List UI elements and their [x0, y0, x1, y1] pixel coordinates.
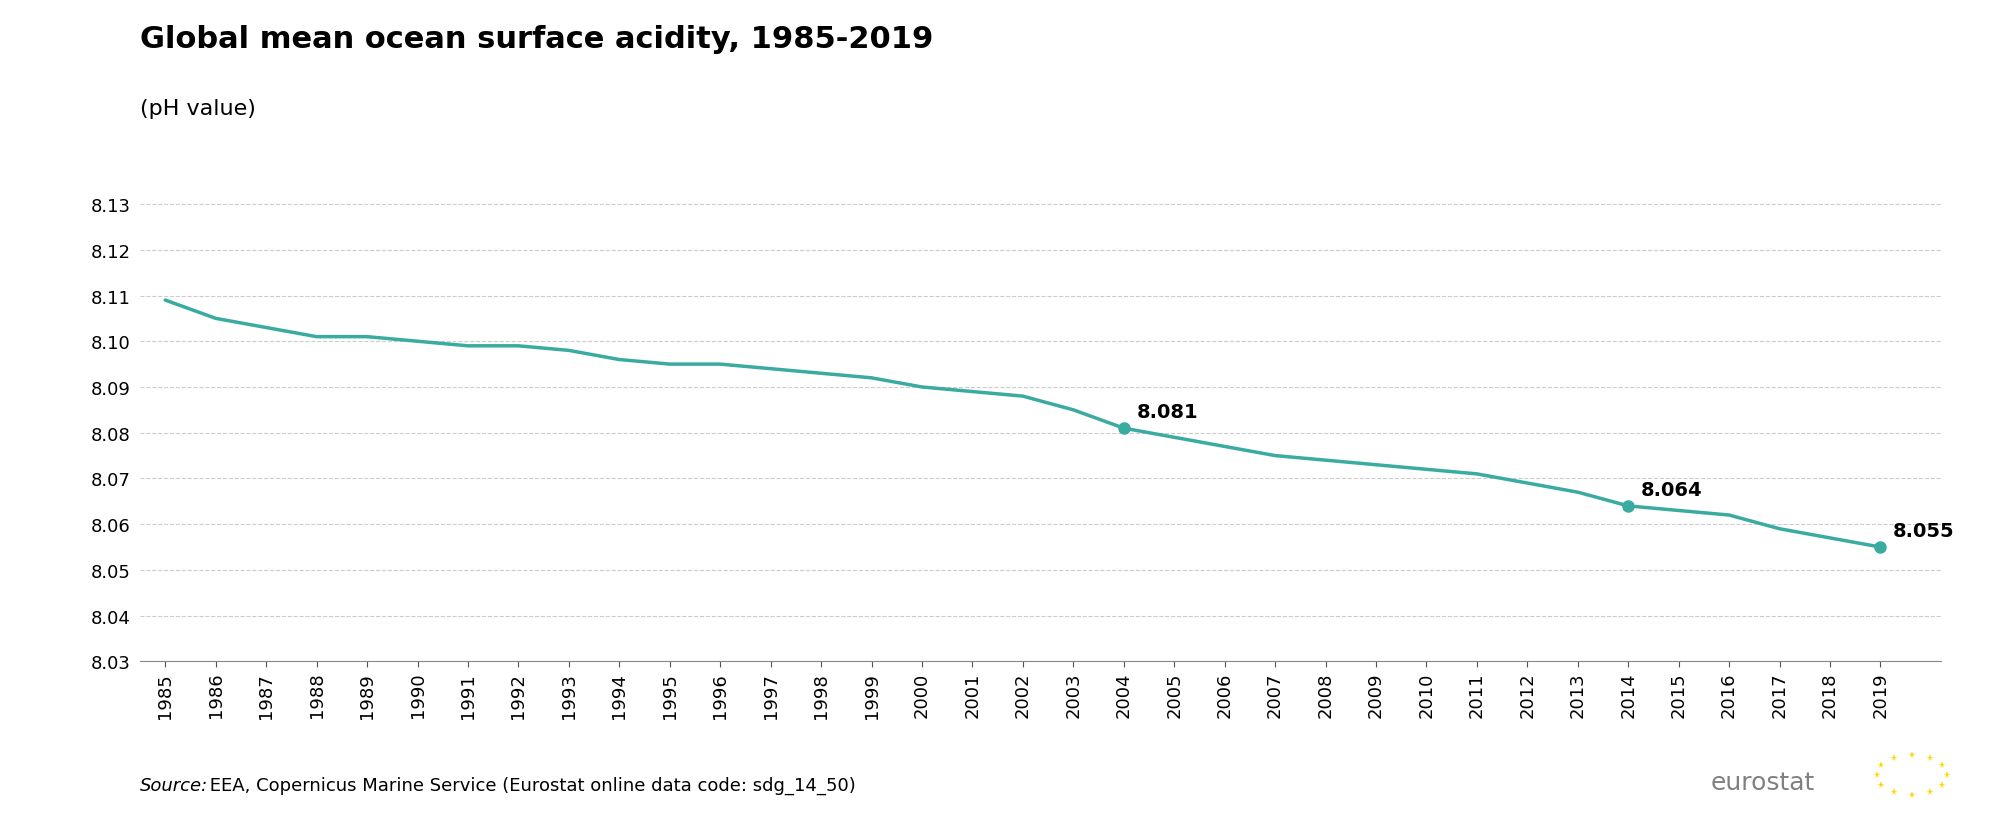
Text: Source:: Source:: [140, 776, 208, 794]
Text: 8.064: 8.064: [1641, 480, 1703, 500]
Text: 8.055: 8.055: [1893, 522, 1955, 541]
Text: (pH value): (pH value): [140, 99, 256, 119]
Text: EEA, Copernicus Marine Service (Eurostat online data code: sdg_14_50): EEA, Copernicus Marine Service (Eurostat…: [204, 776, 856, 794]
Text: eurostat: eurostat: [1711, 770, 1815, 794]
Text: 8.081: 8.081: [1137, 403, 1199, 422]
Text: Global mean ocean surface acidity, 1985-2019: Global mean ocean surface acidity, 1985-…: [140, 25, 932, 54]
